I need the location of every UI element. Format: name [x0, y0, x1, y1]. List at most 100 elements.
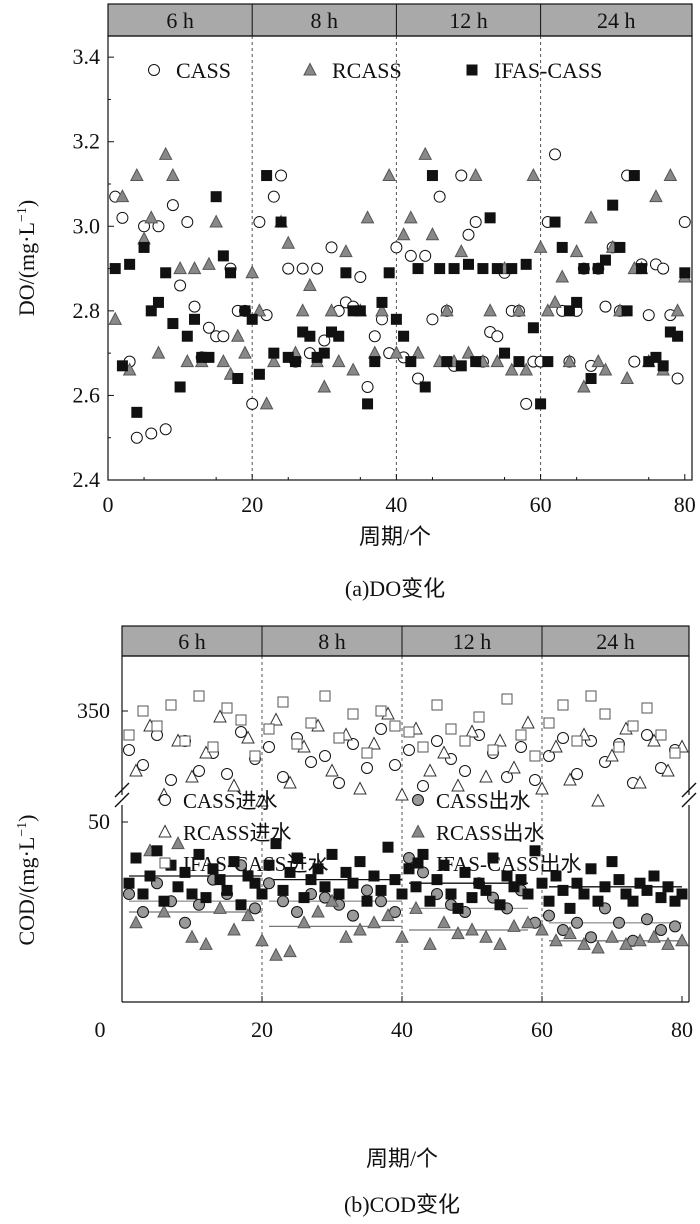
data-point: [174, 381, 186, 393]
data-point: [144, 870, 156, 882]
data-point: [433, 190, 446, 203]
data-point: [403, 210, 418, 224]
phase-label: 8 h: [318, 629, 346, 654]
data-point: [253, 368, 265, 380]
data-point: [578, 888, 590, 900]
data-point: [123, 744, 135, 756]
data-point: [167, 318, 179, 330]
chart-caption: (b)COD变化: [344, 1192, 460, 1217]
data-point: [245, 265, 260, 279]
data-point: [389, 345, 404, 359]
data-point: [171, 836, 185, 850]
data-point: [619, 936, 633, 950]
data-point: [130, 167, 144, 182]
data-point: [249, 750, 261, 762]
data-point: [284, 866, 296, 878]
data-point: [598, 362, 613, 376]
data-point: [137, 759, 149, 771]
data-point: [390, 241, 403, 254]
data-point: [584, 210, 598, 224]
data-point: [641, 913, 653, 926]
data-point: [131, 406, 143, 418]
legend-marker: [411, 824, 425, 838]
data-point: [158, 895, 170, 907]
data-point: [221, 768, 233, 780]
data-point: [562, 354, 577, 368]
data-point: [577, 379, 591, 393]
data-point: [339, 929, 353, 943]
legend-label: IFAS-CASS出水: [436, 852, 581, 876]
data-point: [636, 263, 648, 275]
data-point: [216, 354, 231, 368]
data-point: [395, 787, 409, 801]
data-point: [368, 870, 380, 882]
data-point: [166, 167, 180, 182]
data-point: [166, 199, 179, 212]
data-marks: [123, 690, 689, 961]
data-point: [440, 303, 454, 317]
legend-marker: [159, 857, 171, 869]
data-point: [563, 772, 577, 786]
data-point: [634, 877, 646, 889]
data-point: [657, 262, 670, 275]
data-point: [326, 848, 338, 860]
phase-bar-bg: [107, 3, 693, 37]
data-point: [405, 356, 417, 368]
data-point: [246, 397, 259, 410]
legend-marker: [303, 62, 317, 76]
data-point: [383, 267, 395, 279]
data-point: [340, 866, 352, 878]
data-point: [473, 877, 485, 889]
data-point: [504, 362, 519, 376]
data-point: [479, 769, 493, 783]
data-point: [318, 334, 331, 347]
data-point: [412, 263, 424, 275]
data-point: [621, 305, 633, 317]
data-point: [158, 146, 173, 160]
data-point: [203, 351, 215, 363]
x-tick-label: 80: [674, 492, 696, 517]
x-tick-label: 20: [241, 492, 263, 517]
data-point: [123, 888, 135, 900]
data-point: [227, 778, 241, 792]
data-point: [520, 397, 533, 410]
data-point: [434, 263, 446, 275]
data-point: [403, 863, 415, 875]
data-point: [462, 228, 475, 241]
data-point: [333, 888, 345, 900]
data-point: [648, 870, 660, 882]
data-point: [557, 884, 569, 896]
data-point: [267, 354, 281, 368]
y-axis-label-sup: −1: [15, 822, 30, 837]
legend-marker: [466, 64, 478, 76]
data-point: [613, 874, 625, 886]
data-point: [417, 866, 429, 879]
data-point: [569, 244, 584, 258]
data-point: [325, 763, 339, 777]
data-point: [283, 944, 297, 958]
data-point: [137, 906, 149, 918]
data-point: [431, 735, 443, 747]
data-point: [535, 922, 549, 936]
y-axis-label-main: COD/(mg·L: [14, 837, 39, 946]
data-point: [311, 262, 324, 275]
data-point: [515, 729, 527, 741]
data-point: [543, 895, 555, 907]
data-point: [605, 929, 619, 943]
data-point: [217, 330, 230, 343]
data-point: [540, 303, 555, 317]
data-point: [641, 729, 653, 741]
data-point: [669, 920, 681, 933]
data-point: [185, 929, 199, 943]
data-point: [202, 256, 216, 270]
data-point: [493, 936, 507, 950]
data-point: [452, 902, 464, 914]
data-point: [462, 258, 474, 270]
data-point: [419, 381, 431, 393]
data-point: [418, 146, 433, 160]
axis-break-mark: [114, 792, 130, 808]
data-point: [454, 244, 469, 258]
data-point: [577, 936, 591, 950]
data-point: [675, 933, 689, 947]
